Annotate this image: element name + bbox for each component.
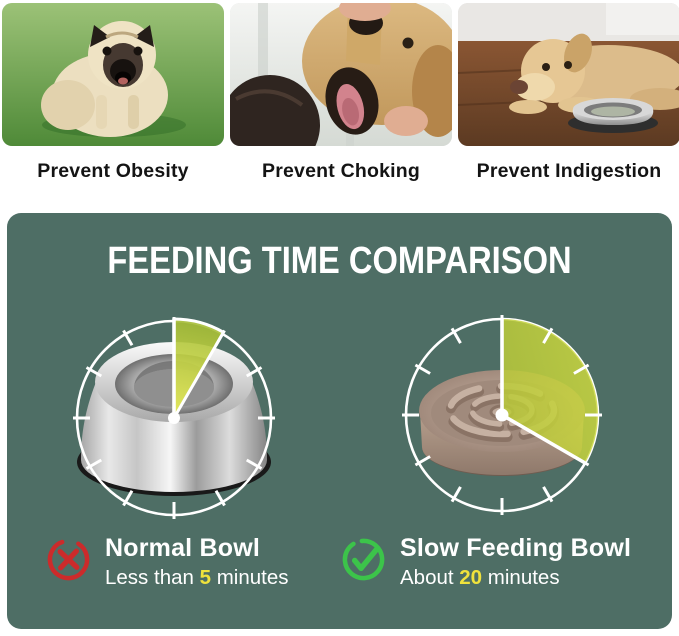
caption-prevent-choking: Prevent Choking bbox=[262, 160, 420, 182]
cross-circle-icon bbox=[47, 538, 90, 581]
time-number: 20 bbox=[459, 565, 483, 589]
dog-mouth-check-illustration bbox=[230, 3, 452, 146]
obese-pug-photo bbox=[2, 3, 224, 146]
indigestion-dog-photo bbox=[458, 3, 679, 146]
choking-check-photo bbox=[230, 3, 452, 146]
slow-bowl-name: Slow Feeding Bowl bbox=[400, 534, 632, 562]
dog-lying-by-bowl-illustration bbox=[458, 3, 679, 146]
slow-bowl-clock bbox=[372, 290, 632, 540]
normal-bowl-name: Normal Bowl bbox=[105, 534, 260, 562]
normal-bowl-texts: Normal Bowl Less than 5 minutes bbox=[105, 534, 288, 590]
normal-bowl-clock bbox=[44, 293, 304, 543]
benefit-captions: Prevent Obesity Prevent Choking Prevent … bbox=[2, 160, 679, 183]
check-circle-icon bbox=[342, 538, 385, 581]
normal-bowl-time: Less than 5 minutes bbox=[105, 566, 288, 590]
slow-bowl-time: About 20 minutes bbox=[400, 566, 631, 590]
time-suffix: minutes bbox=[482, 565, 560, 589]
time-prefix: Less than bbox=[105, 565, 200, 589]
clock-center-pin bbox=[168, 412, 180, 424]
panel-title: FEEDING TIME COMPARISON bbox=[107, 240, 572, 282]
time-prefix: About bbox=[400, 565, 460, 589]
normal-bowl-label: Normal Bowl Less than 5 minutes bbox=[45, 534, 288, 590]
time-number: 5 bbox=[199, 565, 211, 589]
slow-bowl-texts: Slow Feeding Bowl About 20 minutes bbox=[400, 534, 632, 590]
caption-prevent-obesity: Prevent Obesity bbox=[37, 160, 189, 182]
benefit-photos bbox=[2, 3, 679, 146]
clock-center-pin bbox=[495, 408, 509, 422]
comparison-panel: FEEDING TIME COMPARISON bbox=[7, 213, 672, 629]
obese-pug-illustration bbox=[2, 3, 224, 146]
caption-prevent-indigestion: Prevent Indigestion bbox=[476, 160, 662, 182]
clock-hand-20min bbox=[500, 413, 587, 465]
time-suffix: minutes bbox=[211, 565, 289, 589]
slow-bowl-label: Slow Feeding Bowl About 20 minutes bbox=[340, 534, 632, 590]
